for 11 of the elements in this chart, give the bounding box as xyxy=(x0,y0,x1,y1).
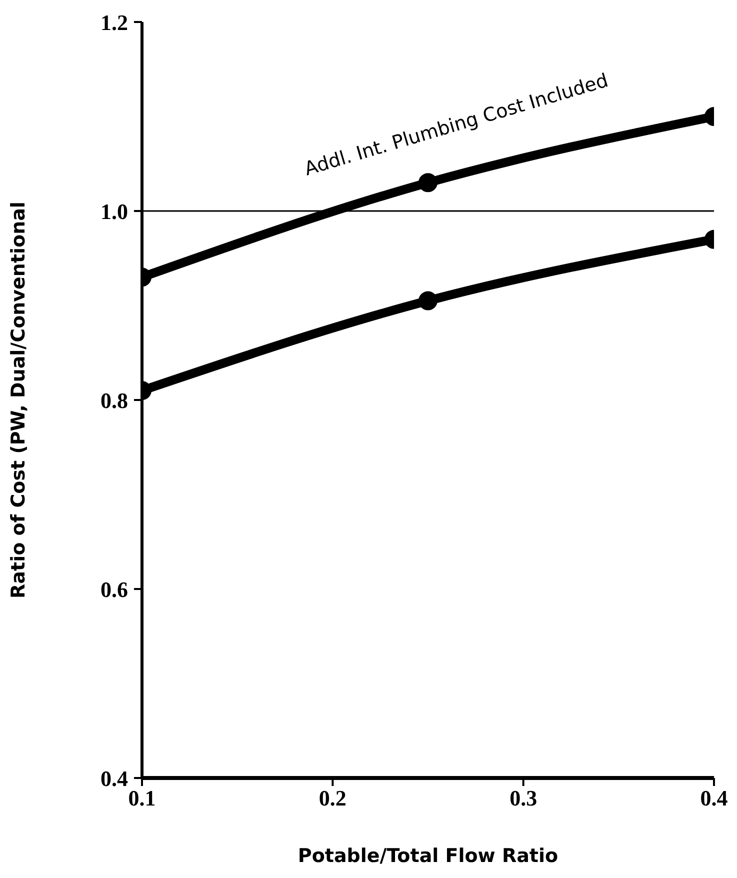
x-tick-label: 0.1 xyxy=(128,786,156,811)
x-tick-label: 0.2 xyxy=(318,786,346,811)
y-tick-label: 0.4 xyxy=(100,766,128,791)
x-axis-title: Potable/Total Flow Ratio xyxy=(298,845,558,867)
y-tick-label: 0.6 xyxy=(100,576,128,602)
x-tick-label: 0.3 xyxy=(510,786,538,811)
y-tick-label: 1.0 xyxy=(100,198,128,224)
y-tick-label: 0.8 xyxy=(100,388,128,413)
y-tick-label: 1.2 xyxy=(100,10,128,35)
y-axis-title: Ratio of Cost (PW, Dual/Conventional xyxy=(8,202,30,598)
x-tick-label: 0.4 xyxy=(700,786,728,811)
